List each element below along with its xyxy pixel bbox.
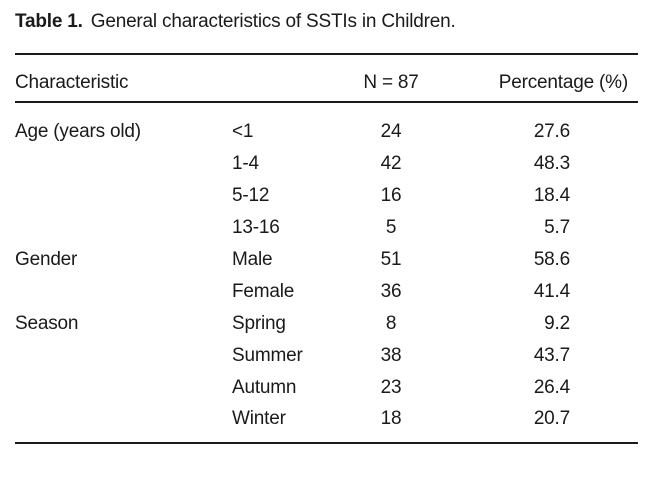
n-value-cell: 24 <box>380 121 402 142</box>
table-title: Table 1. General characteristics of SSTIs… <box>15 9 638 35</box>
category-cell: <1 <box>232 121 254 142</box>
percentage-value-cell: 20.7 <box>430 404 638 444</box>
group-cell <box>15 340 232 372</box>
table-row: Female 36 41.4 <box>15 276 638 308</box>
n-value-cell: 16 <box>380 185 402 206</box>
header-characteristic: Characteristic <box>15 55 352 103</box>
percentage-value-cell: 9.2 <box>544 313 570 334</box>
table-row: Season Spring 8 9.2 <box>15 308 638 340</box>
paper-table-figure: Table 1. General characteristics of SSTIs… <box>0 9 655 444</box>
percentage-value-cell: 58.6 <box>533 249 570 270</box>
group-cell <box>15 276 232 308</box>
table-caption: General characteristics of SSTIs in Chil… <box>90 11 456 32</box>
category-cell: Male <box>232 249 273 270</box>
percentage-value-cell: 5.7 <box>544 217 570 238</box>
n-value-cell: 23 <box>380 377 402 398</box>
category-cell: Spring <box>232 313 286 334</box>
category-cell: 13-16 <box>232 217 280 238</box>
percentage-value-cell: 27.6 <box>533 121 570 142</box>
n-value-cell: 8 <box>385 313 397 334</box>
category-cell: Winter <box>232 404 352 444</box>
category-cell: 5-12 <box>232 185 270 206</box>
table-row: 1-4 42 48.3 <box>15 148 638 180</box>
n-value-cell: 42 <box>380 153 402 174</box>
header-row: Characteristic N = 87 Percentage (%) <box>15 55 638 103</box>
n-value-cell: 18 <box>352 404 430 444</box>
table-row: 5-12 16 18.4 <box>15 180 638 212</box>
table-row: Gender Male 51 58.6 <box>15 244 638 276</box>
group-cell <box>15 148 232 180</box>
header-n: N = 87 <box>352 55 430 103</box>
n-value-cell: 51 <box>380 249 402 270</box>
characteristics-table: Characteristic N = 87 Percentage (%) Age… <box>15 53 638 444</box>
percentage-value-cell: 41.4 <box>533 281 570 302</box>
percentage-value-cell: 48.3 <box>533 153 570 174</box>
group-cell <box>15 404 232 444</box>
group-cell: Age (years old) <box>15 121 141 142</box>
table-number-label: Table 1. <box>15 11 83 32</box>
category-cell: Female <box>232 281 295 302</box>
percentage-value-cell: 43.7 <box>533 345 570 366</box>
group-cell <box>15 180 232 212</box>
category-cell: Summer <box>232 345 303 366</box>
category-cell: 1-4 <box>232 153 259 174</box>
group-cell <box>15 212 232 244</box>
category-cell: Autumn <box>232 377 297 398</box>
n-value-cell: 5 <box>385 217 397 238</box>
group-cell <box>15 372 232 404</box>
header-percentage: Percentage (%) <box>430 55 638 103</box>
percentage-value-cell: 26.4 <box>533 377 570 398</box>
table-row: 13-16 5 5.7 <box>15 212 638 244</box>
table-row: Age (years old) <1 24 27.6 <box>15 103 638 148</box>
table-row: Summer 38 43.7 <box>15 340 638 372</box>
percentage-value-cell: 18.4 <box>533 185 570 206</box>
group-cell: Gender <box>15 249 78 270</box>
n-value-cell: 38 <box>380 345 402 366</box>
group-cell: Season <box>15 313 79 334</box>
table-row: Autumn 23 26.4 <box>15 372 638 404</box>
n-value-cell: 36 <box>380 281 402 302</box>
table-row: Winter 18 20.7 <box>15 404 638 444</box>
